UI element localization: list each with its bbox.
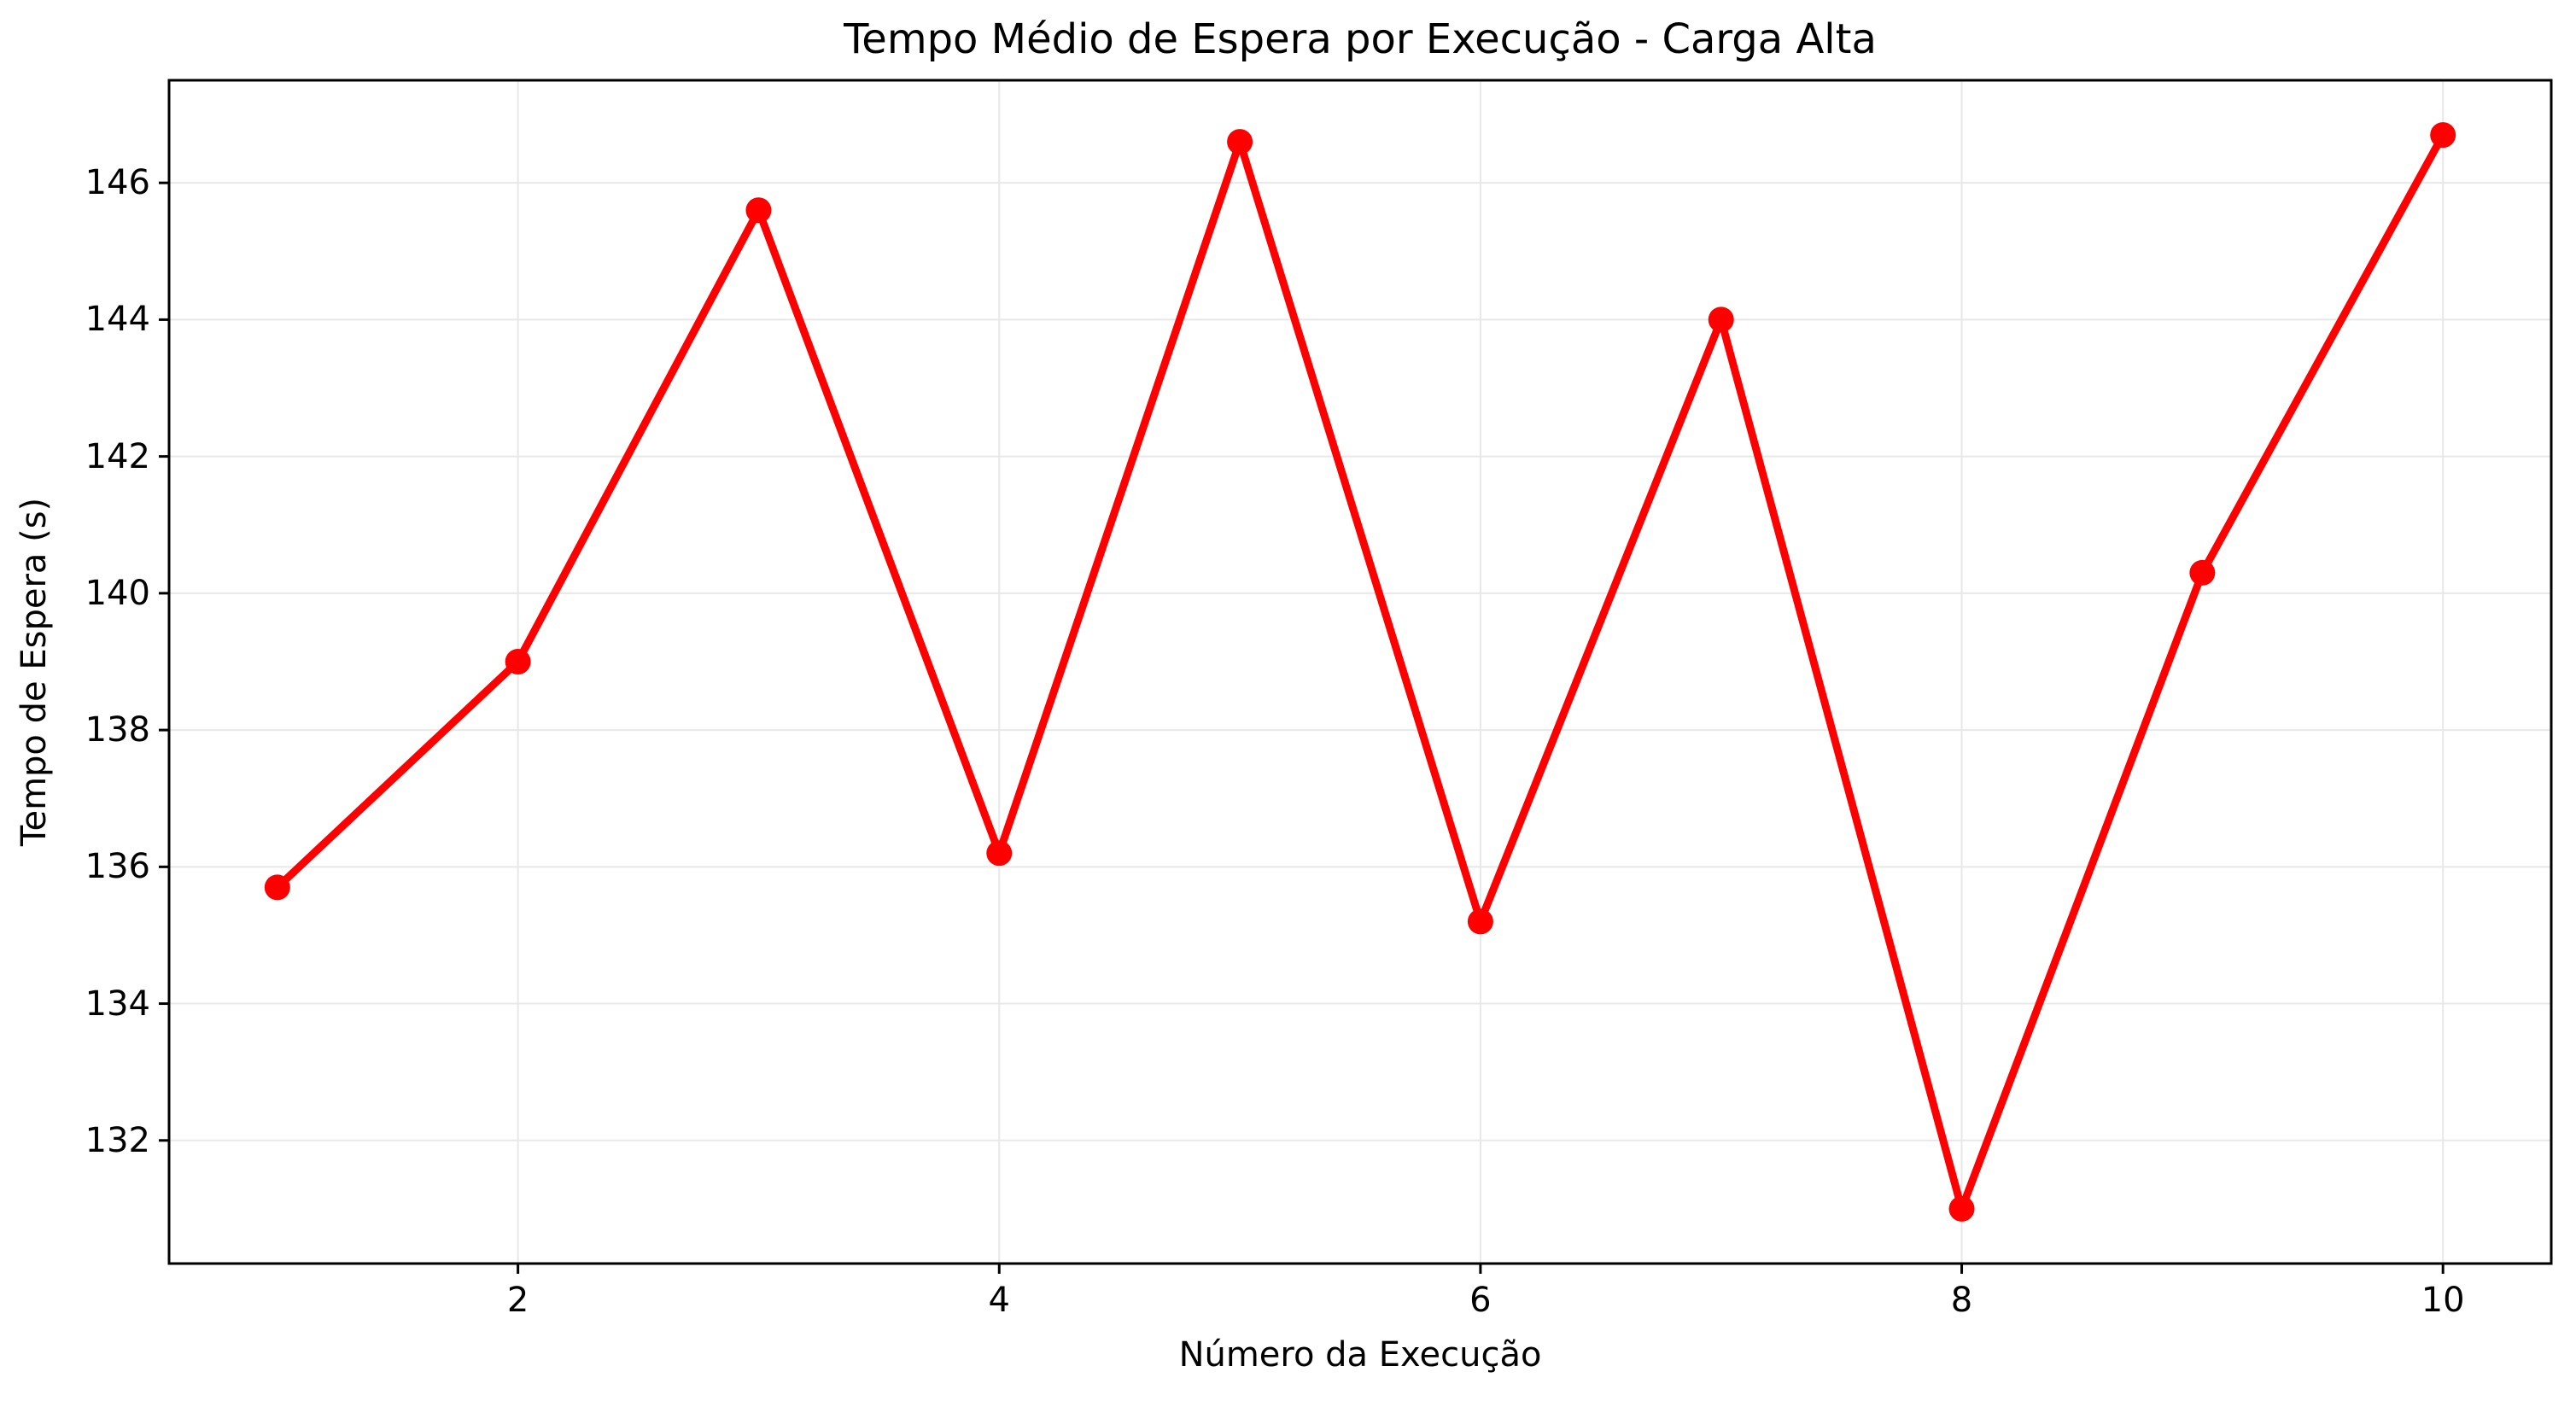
data-point	[745, 197, 772, 224]
data-point	[2189, 559, 2216, 586]
x-axis-label: Número da Execução	[1178, 1335, 1542, 1375]
data-point	[986, 840, 1013, 867]
y-axis-label: Tempo de Espera (s)	[15, 497, 54, 847]
x-tick-label: 6	[1469, 1281, 1492, 1320]
data-point	[1467, 908, 1493, 935]
data-line	[273, 131, 2447, 1213]
y-tick-label: 142	[85, 436, 150, 476]
x-tick-label: 10	[2421, 1281, 2465, 1320]
data-point	[264, 874, 290, 901]
y-tick-label: 144	[85, 300, 150, 340]
x-tick-label: 2	[506, 1281, 529, 1320]
y-tick-label: 140	[85, 573, 150, 613]
data-point	[1227, 129, 1253, 155]
plot-border	[167, 79, 2553, 1265]
y-tick-label: 134	[85, 984, 150, 1024]
chart-title: Tempo Médio de Espera por Execução - Car…	[844, 15, 1877, 63]
data-point	[1948, 1195, 1975, 1222]
y-tick-label: 132	[85, 1120, 150, 1160]
x-tick-label: 8	[1950, 1281, 1973, 1320]
y-tick-label: 138	[85, 710, 150, 750]
x-tick-label: 4	[988, 1281, 1010, 1320]
y-tick-label: 146	[85, 163, 150, 203]
y-tick-label: 136	[85, 847, 150, 887]
data-point	[2430, 122, 2456, 149]
data-point	[1708, 306, 1734, 333]
data-point	[505, 648, 531, 674]
